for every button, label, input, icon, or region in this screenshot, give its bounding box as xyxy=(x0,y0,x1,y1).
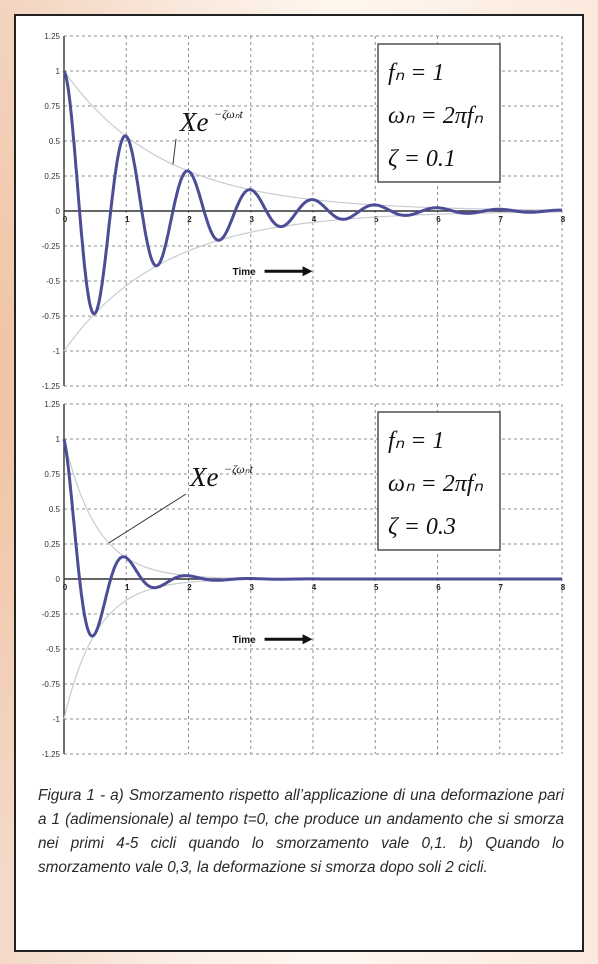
x-tick-label: 7 xyxy=(499,583,504,592)
envelope-formula-exponent: −ζωₙt xyxy=(214,107,244,121)
y-tick-label: -1.25 xyxy=(42,750,61,759)
y-tick-label: -1.25 xyxy=(42,382,61,391)
x-tick-label: 7 xyxy=(499,215,504,224)
param-text: ωₙ = 2πfₙ xyxy=(388,471,483,497)
x-axis-label: Time xyxy=(233,267,257,278)
y-tick-label: -0.75 xyxy=(42,680,61,689)
y-tick-label: 0.5 xyxy=(49,137,61,146)
param-text: fₙ = 1 xyxy=(388,428,444,454)
x-tick-label: 4 xyxy=(312,215,317,224)
y-tick-label: -0.75 xyxy=(42,312,61,321)
x-tick-label: 6 xyxy=(436,215,441,224)
x-tick-label: 6 xyxy=(436,583,441,592)
x-tick-label: 4 xyxy=(312,583,317,592)
y-tick-label: 0.75 xyxy=(44,102,60,111)
y-tick-label: 0.5 xyxy=(49,505,61,514)
param-text: ζ = 0.1 xyxy=(388,146,456,172)
x-tick-label: 0 xyxy=(63,215,68,224)
x-tick-label: 1 xyxy=(125,583,130,592)
param-box xyxy=(377,411,501,551)
param-box xyxy=(377,43,501,183)
y-tick-label: -0.5 xyxy=(46,277,60,286)
x-tick-label: 2 xyxy=(187,215,192,224)
x-tick-label: 8 xyxy=(561,583,566,592)
x-axis-label: Time xyxy=(233,635,257,646)
y-tick-label: 1 xyxy=(56,67,61,76)
time-arrow-head xyxy=(302,634,313,645)
y-tick-label: -0.25 xyxy=(42,242,61,251)
series-line xyxy=(62,70,562,316)
param-text: ωₙ = 2πfₙ xyxy=(388,103,483,129)
x-tick-label: 1 xyxy=(125,215,130,224)
formula-pointer xyxy=(108,493,187,544)
y-tick-label: 1.25 xyxy=(44,400,60,409)
x-tick-label: 5 xyxy=(374,583,379,592)
time-arrow-head xyxy=(302,266,313,277)
x-tick-label: 0 xyxy=(63,583,68,592)
y-tick-label: 0 xyxy=(56,207,61,216)
y-tick-label: 0 xyxy=(56,575,61,584)
figure-card: 1.25 1 0.75 0.5 0.25 0 -0.25 -0.5 -0.75 -1 -1.25 0 1… xyxy=(14,14,584,952)
y-tick-label: -0.25 xyxy=(42,610,61,619)
y-tick-label: 1 xyxy=(56,435,61,444)
x-tick-label: 3 xyxy=(250,215,255,224)
x-tick-label: 3 xyxy=(250,583,255,592)
param-text: fₙ = 1 xyxy=(388,60,444,86)
x-tick-label: 8 xyxy=(561,215,566,224)
envelope-formula-exponent: −ζωₙt xyxy=(224,462,254,476)
figure-caption: Figura 1 - a) Smorzamento rispetto all’a… xyxy=(38,787,564,876)
damping-chart-a: 1.25 1 0.75 0.5 0.25 0 -0.25 -0.5 -0.75 -1 -1.25 0 1… xyxy=(42,32,566,391)
x-tick-label: 2 xyxy=(187,583,192,592)
y-tick-label: 0.75 xyxy=(44,470,60,479)
y-tick-label: 0.25 xyxy=(44,540,60,549)
param-text: ζ = 0.3 xyxy=(388,514,456,540)
y-tick-label: -1 xyxy=(53,347,61,356)
y-tick-label: 0.25 xyxy=(44,172,60,181)
y-tick-label: 1.25 xyxy=(44,32,60,41)
series-line xyxy=(62,438,562,638)
formula-pointer xyxy=(172,138,177,165)
x-tick-label: 5 xyxy=(374,215,379,224)
envelope-formula: Xe xyxy=(189,462,218,492)
envelope-formula: Xe xyxy=(179,107,208,137)
damping-chart-b: 1.25 1 0.75 0.5 0.25 0 -0.25 -0.5 -0.75 -1 -1.25 0 1… xyxy=(42,400,566,759)
y-tick-label: -1 xyxy=(53,715,61,724)
y-tick-label: -0.5 xyxy=(46,645,60,654)
